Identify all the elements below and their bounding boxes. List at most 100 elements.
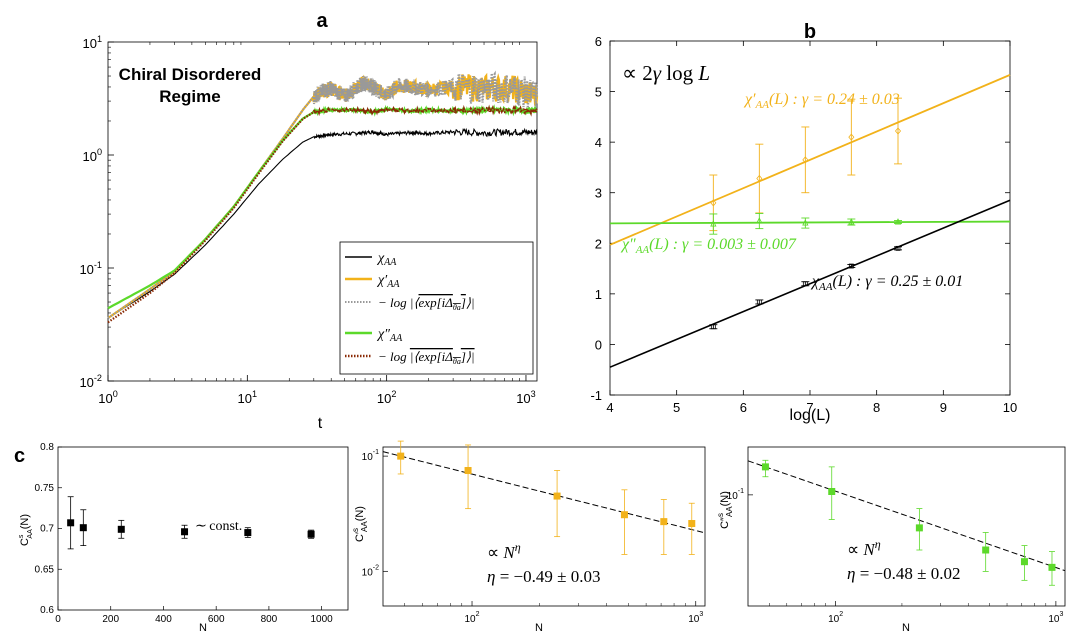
panel-b-ytick-label-1: 0 [595,337,602,352]
panel-b-marker [894,127,902,135]
panel-b-ytick-label-5: 4 [595,135,602,150]
panel-b-ytick-label-7: 6 [595,34,602,49]
panel-b-marker [710,199,717,207]
panel-c2-marker [397,452,405,460]
panel-c1-ylabel: Cs AA(N) [18,514,34,546]
regime-annotation-line1: Chiral Disordered [119,65,262,84]
panel-a-xtick-label-2: 102 [377,389,397,406]
panel-b-marker [802,281,808,287]
panel-a-xtick-label-3: 103 [516,389,536,406]
panel-b-fit-line-2 [609,199,1011,368]
legend-label-log-avg-abs: − log |⟨exp[iΔθa]⟩| [378,349,475,366]
panel-b-marker [710,220,717,227]
panel-c2-xtick-label-1: 103 [688,611,703,625]
panel-c1-ytick-label-0: 0.6 [40,605,54,616]
panel-c1-xtick-label-5: 1000 [311,614,334,625]
panel-c3-axes-box [747,446,1066,607]
panel-b-marker [756,299,762,305]
panel-b-fit-line-0 [609,74,1011,246]
panel-c1-xtick-label-0: 0 [55,614,61,625]
panel-c2-plot: 102 103 10-2 10-1 [362,440,706,625]
panel-c: c 0 200 400 600 800 1000 0.6 0.65 0.7 0.75 0.8 N C… [14,440,1066,634]
panel-c3-marker [761,463,769,471]
panel-c1-marker [79,524,87,532]
panel-c1-marker [244,529,252,537]
panel-c3-annotation-1: ∝ Nη [847,537,881,559]
panel-b-xtick-label-2: 6 [740,400,747,415]
panel-c1-ytick-label-2: 0.7 [40,524,54,535]
panel-c2-marker [620,511,628,519]
panel-a: a 100 101 102 103 10-2 10-1 100 101 t Chiral Di… [79,10,539,432]
panel-b-ytick-label-2: 1 [595,287,602,302]
panel-c2-xtick-label-0: 102 [465,611,480,625]
panel-b-marker [894,218,902,225]
panel-b-marker [848,218,855,225]
panel-b-ytick-label-0: -1 [590,388,602,403]
legend-label-log-abs-avg: − log |⟨exp[iΔθa]⟩| [378,295,475,312]
panel-a-letter: a [316,10,328,32]
panel-a-ytick-label-0: 10-2 [79,373,102,390]
panel-c2-marker [464,467,472,475]
panel-a-series-4 [107,104,539,324]
panel-b-ytick-label-4: 3 [595,186,602,201]
panel-b-xtick-label-4: 8 [873,400,880,415]
panel-c3-marker [1020,558,1028,566]
panel-c3-xtick-label-1: 103 [1048,611,1063,625]
panel-a-series-0 [107,127,538,319]
panel-c1-ytick-label-4: 0.8 [40,442,54,453]
panel-c3-marker [1048,563,1056,571]
panel-a-ytick-label-1: 10-1 [79,260,102,277]
panel-a-legend: χAA χ′AA − log |⟨exp[iΔθa]⟩| χ″AA − log … [339,241,534,375]
panel-b-marker [802,156,809,164]
panel-c3-ytick-label-0: 10-1 [727,488,744,502]
panel-c2-fit-line [382,451,706,534]
panel-b-fit-line-1 [609,220,1011,225]
panel-c3-annotation-2: η = −0.48 ± 0.02 [847,564,960,583]
legend-box [339,241,534,375]
panel-c-letter: c [14,445,25,467]
panel-c1-annotation: ∼ const. [194,519,242,534]
panel-b: b 4 5 6 7 8 9 10 -1 0 1 2 3 4 5 6 log(L) ∝ 2γ log L χ′… [590,21,1017,424]
panel-c2-ytick-label-0: 10-2 [362,564,379,578]
panel-c2-ylabel: C′sAA(N) [351,506,369,542]
panel-c3-marker [828,487,836,495]
label-chi-gamma: χAA(L) : γ = 0.25 ± 0.01 [810,273,963,293]
panel-c3-plot: 102 103 10-1 [727,446,1066,625]
panel-c1-marker [117,525,125,533]
panel-a-axes-box [107,41,538,382]
panel-c1-marker [307,530,315,538]
panel-a-xlabel: t [318,415,323,432]
panel-b-xtick-label-5: 9 [940,400,947,415]
panel-c2-axes-box [382,446,706,607]
panel-b-letter: b [804,21,816,43]
panel-c1-plot: 0 200 400 600 800 1000 0.6 0.65 0.7 0.75 0.8 [35,442,349,625]
panel-a-ytick-label-2: 100 [82,147,102,164]
panel-c2-marker [660,518,668,526]
panel-c2-annotation-1: ∝ Nη [487,540,521,562]
panel-b-marker [710,324,716,330]
panel-b-xtick-label-6: 10 [1003,400,1017,415]
panel-b-ytick-label-6: 5 [595,85,602,100]
panel-a-ytick-label-3: 101 [82,34,102,51]
panel-c3-marker [915,524,923,532]
panel-c1-ytick-label-1: 0.65 [35,564,55,575]
panel-b-marker [895,245,901,251]
panel-b-plot: 4 5 6 7 8 9 10 -1 0 1 2 3 4 5 6 [590,34,1017,415]
panel-b-ytick-label-3: 2 [595,236,602,251]
panel-c1-xtick-label-2: 400 [155,614,172,625]
panel-c1-xtick-label-1: 200 [102,614,119,625]
panel-b-headline: ∝ 2γ log L [622,61,710,85]
panel-b-xtick-label-1: 5 [673,400,680,415]
panel-b-marker [756,217,763,224]
panel-a-plot: 100 101 102 103 10-2 10-1 100 101 [79,34,539,406]
panel-c3-xlabel: N [902,622,910,634]
panel-c1-xlabel: N [199,622,207,634]
panel-b-xtick-label-3: 7 [806,400,813,415]
panel-b-xlabel: log(L) [790,407,831,424]
label-chi-double-prime-gamma: χ″AA(L) : γ = 0.003 ± 0.007 [620,236,797,256]
panel-c1-xtick-label-4: 800 [261,614,278,625]
panel-b-xtick-label-0: 4 [606,400,613,415]
panel-b-marker [756,174,763,183]
panel-b-marker [848,263,854,269]
